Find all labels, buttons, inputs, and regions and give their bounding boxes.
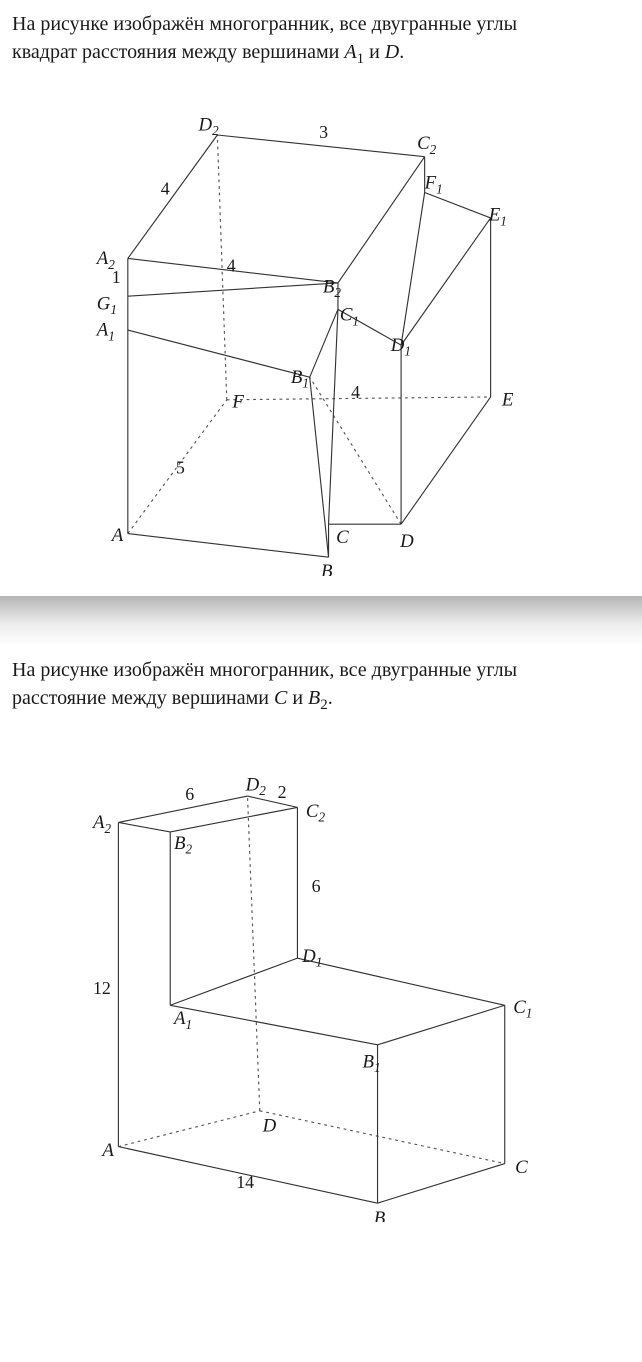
svg-text:D2: D2 xyxy=(245,774,267,798)
svg-text:A: A xyxy=(110,525,124,546)
svg-text:12: 12 xyxy=(93,978,111,998)
dot: . xyxy=(399,41,404,63)
svg-text:D1: D1 xyxy=(301,946,322,970)
svg-text:B: B xyxy=(321,561,333,576)
svg-text:A2: A2 xyxy=(91,812,112,836)
svg-text:D2: D2 xyxy=(198,114,220,138)
sym-b2: B xyxy=(308,687,320,709)
diagram-2: ABCDA1B1C1D1A2B2C2D26261214 xyxy=(76,732,566,1222)
svg-text:E1: E1 xyxy=(488,205,507,229)
svg-text:A1: A1 xyxy=(95,320,115,344)
svg-text:C2: C2 xyxy=(306,801,326,825)
svg-text:C1: C1 xyxy=(340,305,359,329)
svg-text:F1: F1 xyxy=(424,173,443,197)
svg-text:D: D xyxy=(262,1116,277,1137)
svg-text:B2: B2 xyxy=(323,276,342,300)
problem-2: На рисунке изображён многогранник, все д… xyxy=(0,646,642,1242)
svg-text:B1: B1 xyxy=(291,367,309,391)
text: На рисунке изображён многогранник, все д… xyxy=(12,13,517,35)
text: квадрат расстояния между вершинами xyxy=(12,41,344,63)
svg-text:6: 6 xyxy=(185,784,194,804)
svg-text:C2: C2 xyxy=(417,133,437,157)
svg-text:4: 4 xyxy=(161,178,170,198)
text: На рисунке изображён многогранник, все д… xyxy=(12,659,517,681)
svg-text:D: D xyxy=(399,531,414,552)
sym-c: C xyxy=(274,687,287,709)
and: и xyxy=(364,41,385,63)
svg-text:2: 2 xyxy=(278,782,287,802)
svg-text:14: 14 xyxy=(236,1172,254,1192)
svg-text:A1: A1 xyxy=(172,1008,192,1032)
svg-text:1: 1 xyxy=(112,267,121,287)
diagram-1: ABCDEFA1B1C1D1E1F1G1A2B2C2D2434145 xyxy=(76,86,566,576)
svg-text:B: B xyxy=(374,1208,386,1222)
svg-text:D1: D1 xyxy=(390,335,411,359)
svg-text:3: 3 xyxy=(319,122,328,142)
section-separator xyxy=(0,596,642,646)
sym-a1: A xyxy=(344,41,356,63)
svg-text:F: F xyxy=(231,391,244,412)
problem-2-text: На рисунке изображён многогранник, все д… xyxy=(12,656,630,716)
svg-text:C: C xyxy=(515,1157,528,1178)
problem-1-text: На рисунке изображён многогранник, все д… xyxy=(12,10,630,70)
svg-text:6: 6 xyxy=(312,876,321,896)
sym-a1-sub: 1 xyxy=(357,51,365,67)
svg-text:B2: B2 xyxy=(174,833,193,857)
sym-b2-sub: 2 xyxy=(320,697,328,713)
svg-text:C1: C1 xyxy=(513,997,532,1021)
svg-text:4: 4 xyxy=(351,382,360,402)
sym-d: D xyxy=(385,41,399,63)
text: расстояние между вершинами xyxy=(12,687,274,709)
svg-text:G1: G1 xyxy=(97,293,117,317)
problem-1: На рисунке изображён многогранник, все д… xyxy=(0,0,642,596)
and: и xyxy=(287,687,308,709)
svg-text:4: 4 xyxy=(227,256,236,276)
dot: . xyxy=(328,687,333,709)
svg-text:5: 5 xyxy=(176,457,185,477)
svg-text:E: E xyxy=(501,389,514,410)
svg-text:C: C xyxy=(336,527,349,548)
svg-text:A: A xyxy=(100,1140,114,1161)
